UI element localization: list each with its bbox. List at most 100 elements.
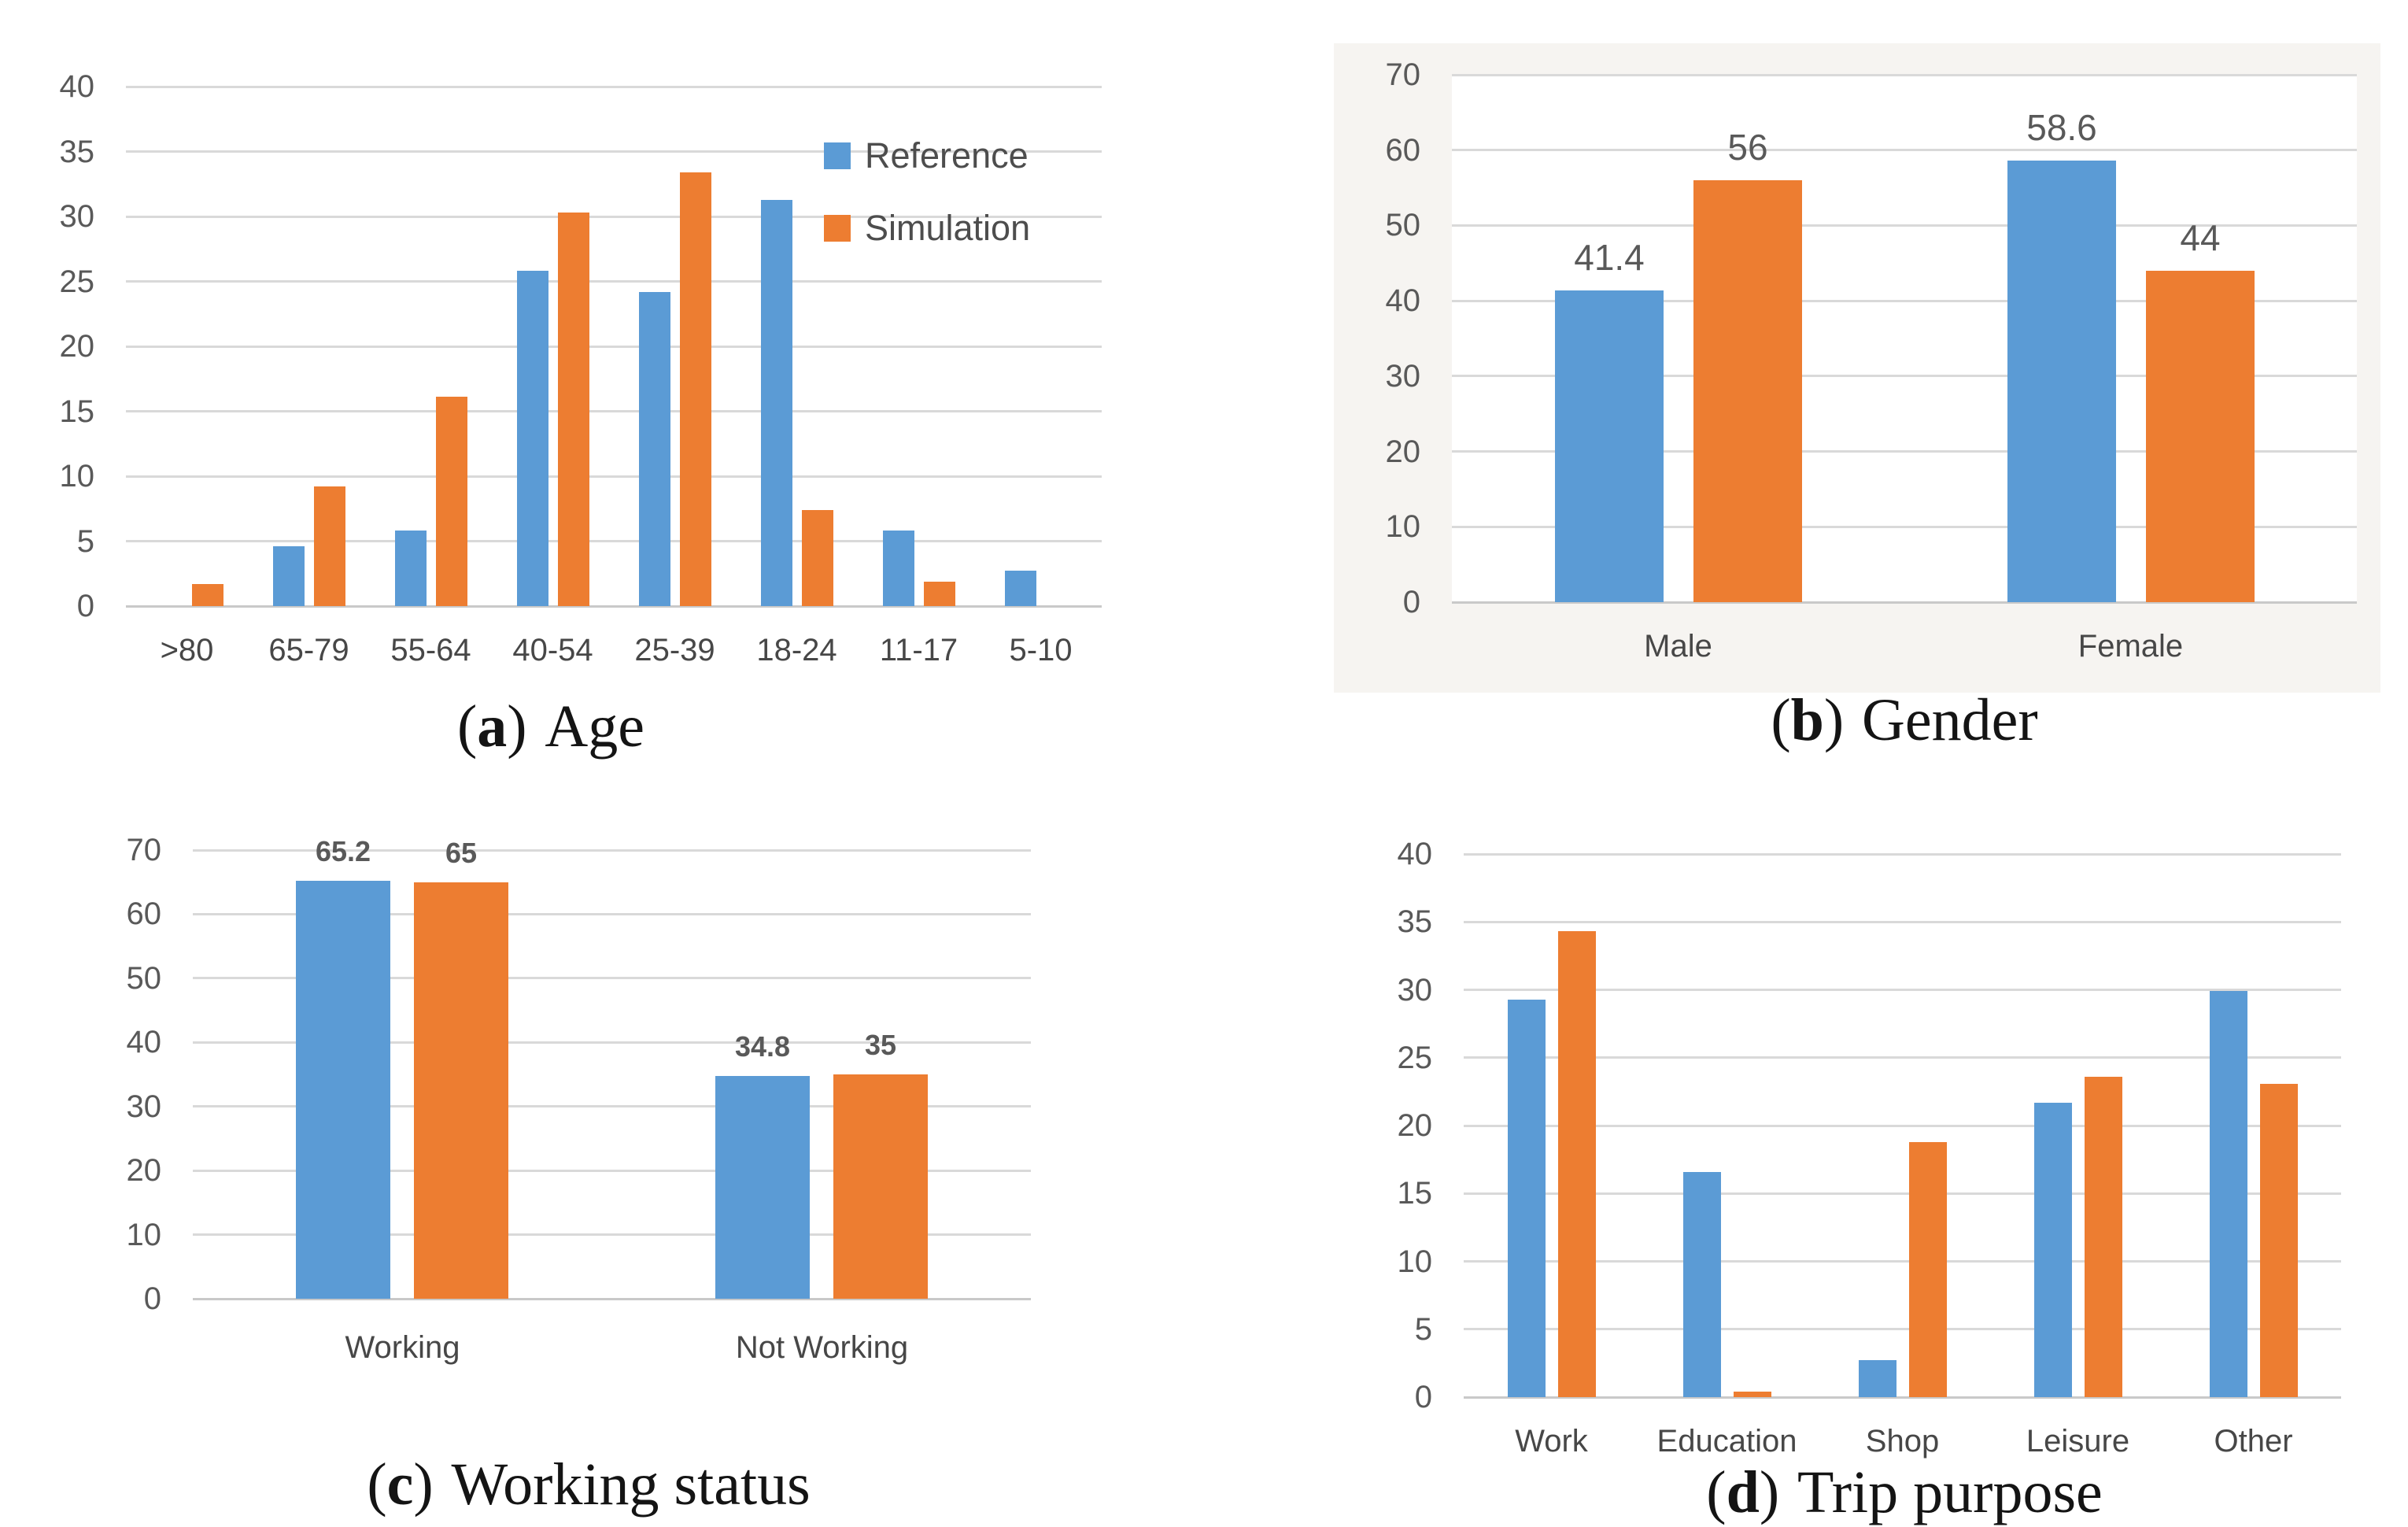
- bar-reference: [296, 881, 390, 1299]
- gridline: [126, 475, 1102, 478]
- gridline: [1452, 149, 2357, 152]
- y-tick-label: 30: [59, 199, 95, 234]
- bar-simulation: [558, 213, 589, 606]
- caption-open-paren: (: [1771, 687, 1791, 753]
- bar-simulation: [2260, 1084, 2298, 1397]
- gridline: [1452, 450, 2357, 453]
- gridline: [1464, 1124, 2341, 1127]
- caption-text: Working status: [451, 1451, 811, 1518]
- y-tick-label: 20: [59, 329, 95, 364]
- gridline: [1464, 1056, 2341, 1059]
- caption-gender: (b) Gender: [1550, 686, 2258, 755]
- category-label: Female: [2077, 629, 2184, 664]
- bar-reference: [2007, 161, 2116, 602]
- gridline: [1452, 525, 2357, 528]
- bar-value-label: 56: [1727, 127, 1768, 168]
- bar-reference: [715, 1076, 810, 1299]
- bar-value-label: 44: [2180, 217, 2221, 258]
- gridline: [1452, 73, 2357, 76]
- y-tick-label: 40: [1385, 283, 1421, 319]
- category-label: Male: [1644, 629, 1712, 664]
- bar-simulation: [924, 582, 955, 606]
- bar-simulation: [680, 172, 711, 606]
- bar-reference: [1683, 1172, 1721, 1397]
- category-label: Work: [1515, 1424, 1588, 1459]
- y-tick-label: 50: [1385, 208, 1421, 243]
- caption-working-status: (c) Working status: [235, 1451, 943, 1519]
- x-axis-line: [1464, 1396, 2341, 1399]
- y-tick-label: 10: [1385, 509, 1421, 545]
- legend-item-simulation: Simulation: [824, 208, 1030, 248]
- y-tick-label: 70: [1385, 57, 1421, 92]
- category-label: >80: [160, 633, 214, 667]
- gridline: [126, 345, 1102, 348]
- chart-gender: 0 10 20 30 40 50 60 70 41.4 56 Male 58.6 44 Female: [1204, 0, 2408, 775]
- gridline: [1464, 1260, 2341, 1263]
- y-tick-label: 35: [59, 134, 95, 169]
- caption-text: Gender: [1862, 687, 2038, 753]
- bar-reference: [517, 271, 548, 606]
- y-tick-label: 10: [59, 459, 95, 494]
- bar-reference: [2210, 991, 2247, 1397]
- y-tick-label: 10: [1397, 1244, 1433, 1279]
- bar-simulation: [2146, 271, 2255, 602]
- legend-item-reference: Reference: [824, 135, 1030, 176]
- bar-value-label: 58.6: [2026, 107, 2097, 148]
- caption-letter: b: [1790, 687, 1824, 753]
- y-tick-label: 0: [143, 1281, 161, 1316]
- category-label: 11-17: [879, 633, 958, 667]
- gridline: [126, 85, 1102, 88]
- gridline: [1464, 1328, 2341, 1331]
- y-tick-label: 60: [1385, 132, 1421, 168]
- category-label: Not Working: [735, 1330, 909, 1365]
- y-tick-label: 50: [126, 960, 162, 996]
- bar-value-label: 65.2: [315, 835, 371, 867]
- bar-reference: [883, 531, 914, 606]
- gridline: [1464, 989, 2341, 991]
- category-label: 65-79: [268, 633, 349, 667]
- bar-simulation: [192, 584, 223, 606]
- bar-simulation: [802, 510, 833, 606]
- bar-reference: [1859, 1360, 1896, 1397]
- bar-reference: [395, 531, 427, 606]
- bar-simulation: [1693, 180, 1802, 602]
- category-label: 5-10: [1009, 633, 1073, 667]
- category-label: 40-54: [512, 633, 593, 667]
- y-tick-label: 70: [126, 833, 162, 867]
- chart-working-status: 0 10 20 30 40 50 60 70 65.2 65 Working 34.8 35 Not Wo…: [0, 775, 1204, 1518]
- category-label: 25-39: [634, 633, 715, 667]
- caption-close-paren: ): [413, 1451, 434, 1518]
- gridline: [126, 410, 1102, 412]
- gridline: [1464, 920, 2341, 923]
- category-label: Other: [2214, 1424, 2293, 1459]
- bar-reference: [761, 200, 792, 606]
- panel-age: 0 5 10 15 20 25 30 35 40 >80 65-79 55-64 40-54 25-39 1…: [0, 0, 1204, 775]
- y-tick-label: 15: [59, 394, 95, 429]
- gridline: [193, 849, 1031, 852]
- chart-age: 0 5 10 15 20 25 30 35 40 >80 65-79 55-64 40-54 25-39 1…: [0, 0, 1204, 775]
- x-axis-line: [126, 605, 1102, 608]
- y-tick-label: 20: [1397, 1108, 1433, 1143]
- caption-text: Trip purpose: [1797, 1459, 2103, 1525]
- y-tick-label: 25: [59, 264, 95, 299]
- category-label: Leisure: [2026, 1424, 2130, 1459]
- y-tick-label: 30: [126, 1089, 162, 1124]
- legend-label-simulation: Simulation: [865, 208, 1031, 248]
- gridline: [193, 977, 1031, 980]
- panel-trip: 0 5 10 15 20 25 30 35 40 Work Education Shop Leisure…: [1204, 775, 2408, 1525]
- gridline: [193, 1105, 1031, 1108]
- bar-simulation: [1909, 1142, 1947, 1397]
- legend: Reference Simulation: [824, 135, 1030, 285]
- category-label: Education: [1656, 1424, 1797, 1459]
- caption-letter: a: [477, 693, 508, 760]
- bar-simulation: [1558, 931, 1596, 1397]
- y-tick-label: 25: [1397, 1040, 1433, 1075]
- bar-value-label: 34.8: [734, 1030, 791, 1063]
- caption-text: Age: [545, 693, 645, 760]
- bar-reference: [1555, 290, 1664, 602]
- gridline: [193, 1041, 1031, 1044]
- bar-value-label: 65: [445, 837, 478, 869]
- bar-simulation: [833, 1074, 928, 1299]
- category-label: Working: [345, 1330, 460, 1365]
- gridline: [1464, 852, 2341, 856]
